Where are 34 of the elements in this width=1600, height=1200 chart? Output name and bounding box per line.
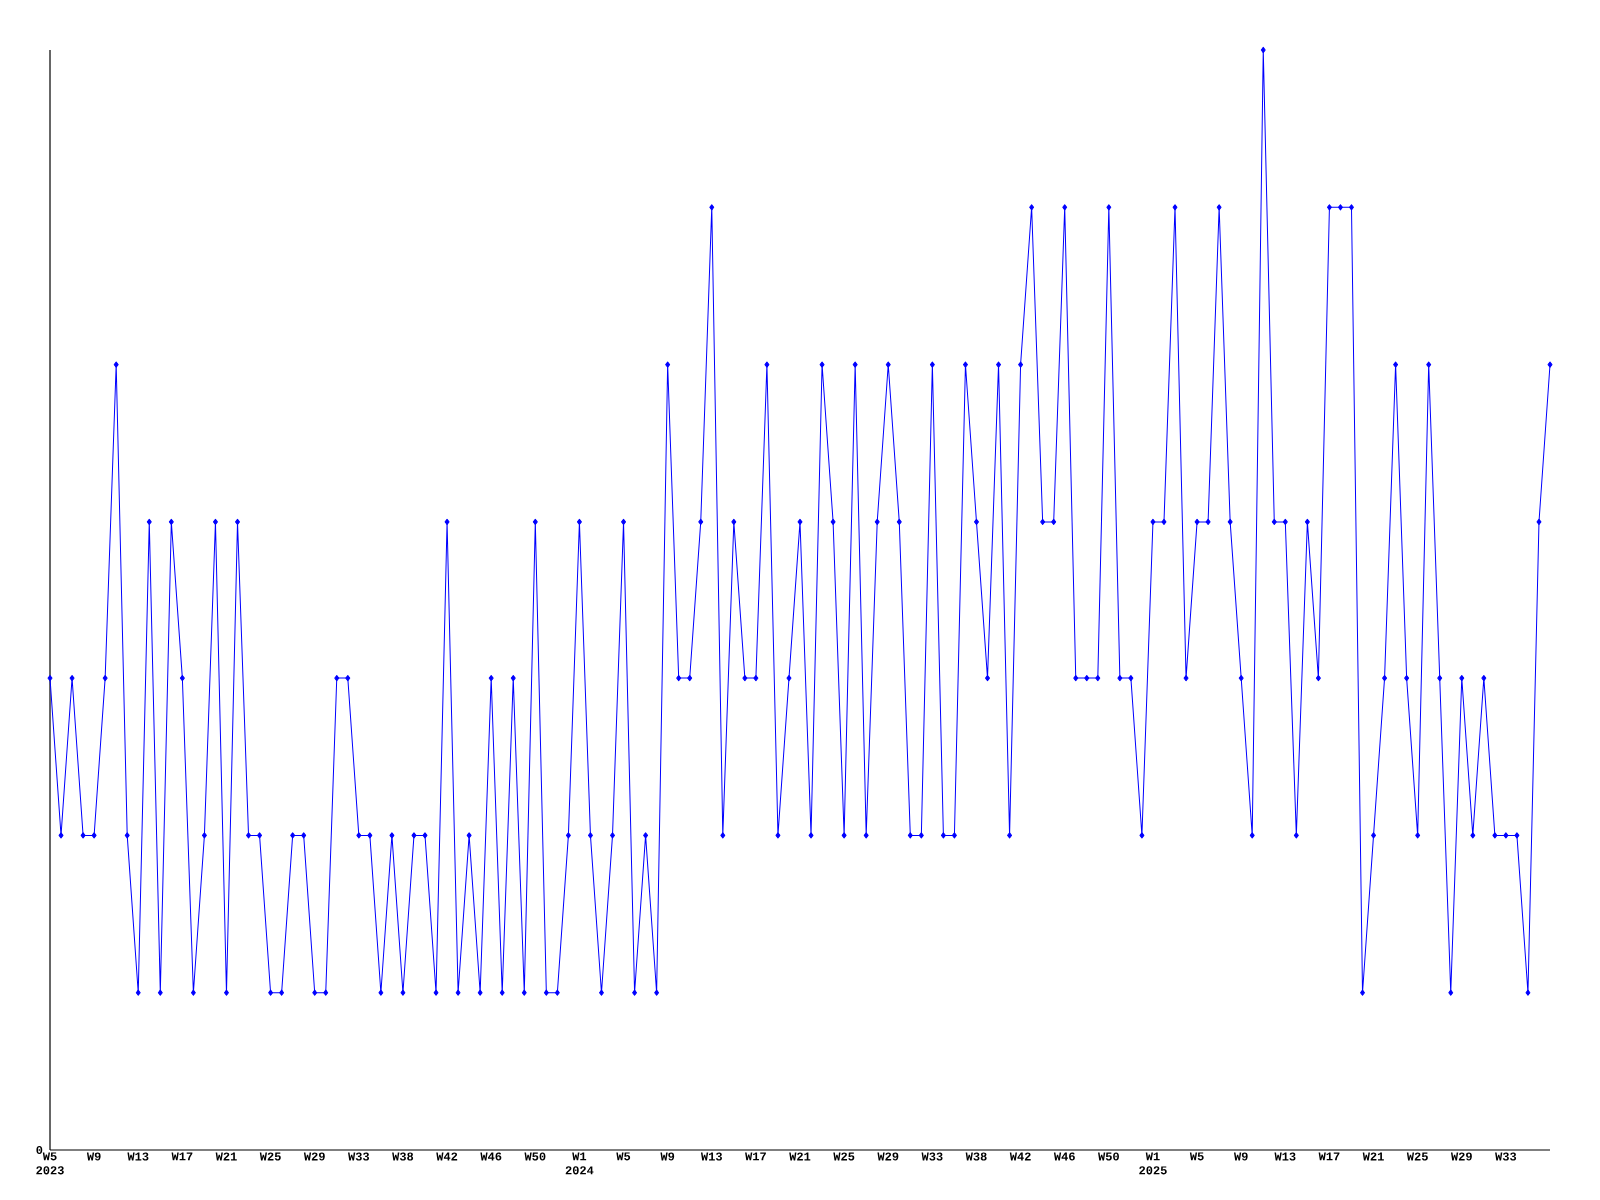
x-tick-label: W25 — [259, 1152, 281, 1161]
x-tick-label: W42 — [436, 1152, 458, 1161]
x-tick-label: W33 — [1495, 1152, 1517, 1161]
x-tick-label: W21 — [215, 1152, 237, 1161]
x-tick-label: W29 — [877, 1152, 899, 1161]
x-tick-label: W38 — [392, 1152, 414, 1161]
x-tick-label: W25 — [833, 1152, 855, 1161]
x-tick-label: W50 — [1098, 1152, 1119, 1161]
x-tick-label: W17 — [745, 1152, 766, 1161]
x-tick-label: W9 — [1233, 1152, 1248, 1161]
x-tick-label: W17 — [171, 1152, 193, 1161]
x-tick-label: W29 — [1450, 1152, 1472, 1161]
x-tick-label: W17 — [1318, 1152, 1340, 1161]
x-tick-label: W21 — [789, 1152, 811, 1161]
x-tick-label: W46 — [480, 1152, 502, 1161]
x-tick-label: W29 — [303, 1152, 325, 1161]
x-tick-label: W38 — [965, 1152, 987, 1161]
x-tick-label: W46 — [1053, 1152, 1075, 1161]
x-tick-label: W33 — [921, 1152, 943, 1161]
x-tick-label: W5 — [616, 1152, 631, 1161]
x-tick-label: W13 — [700, 1152, 722, 1161]
x-tick-label: W13 — [1274, 1152, 1296, 1161]
x-tick-label: W9 — [660, 1152, 675, 1161]
text: 0 — [36, 1145, 43, 1155]
x-tick-label: W1 2024 — [565, 1152, 594, 1175]
x-tick-label: W42 — [1009, 1152, 1031, 1161]
x-tick-label: W1 2025 — [1139, 1152, 1167, 1175]
x-tick-label: W5 — [1189, 1152, 1204, 1161]
x-tick-label: W50 — [524, 1152, 546, 1161]
x-tick-label: W25 — [1406, 1152, 1428, 1161]
x-tick-label: W13 — [127, 1152, 149, 1161]
x-tick-label: W9 — [86, 1152, 101, 1161]
x-tick-label: W33 — [348, 1152, 370, 1161]
x-tick-label: W21 — [1362, 1152, 1384, 1161]
